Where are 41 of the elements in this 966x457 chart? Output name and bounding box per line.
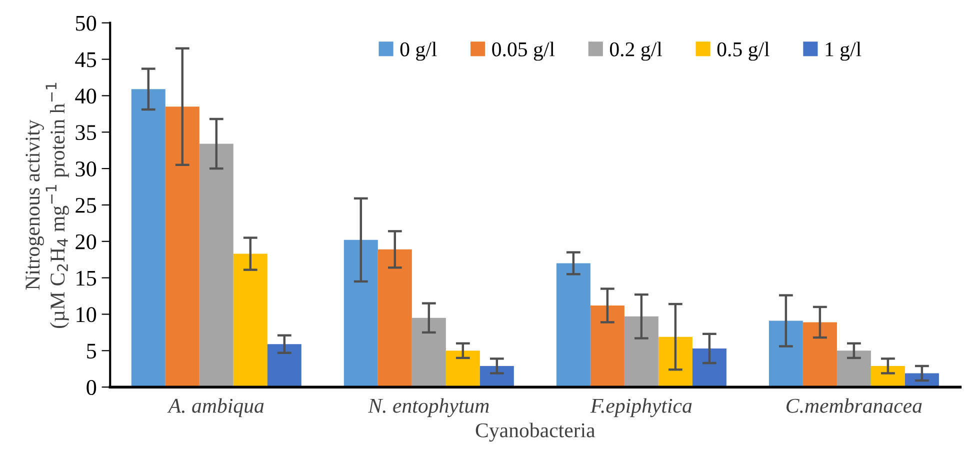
y-tick-label: 45: [75, 52, 96, 68]
bar: [446, 350, 480, 388]
bar: [378, 249, 412, 388]
bar: [233, 254, 268, 388]
bar: [199, 144, 234, 388]
y-tick-label: 25: [76, 198, 96, 213]
bar: [344, 240, 378, 388]
bar: [624, 316, 658, 388]
bar: [870, 366, 905, 388]
y-tick-label: 15: [76, 270, 96, 286]
bar: [590, 305, 624, 388]
y-tick-label: 20: [76, 234, 96, 250]
bar: [412, 318, 446, 388]
bar: [658, 336, 692, 388]
legend-label: 1 g/l: [826, 42, 862, 61]
x-axis-title: Cyanobacteria: [476, 422, 596, 442]
y-tick-label: 5: [87, 344, 96, 359]
x-tick-label: C.membranacea: [786, 398, 922, 413]
bar: [131, 89, 166, 388]
y-tick-label: 50: [76, 16, 96, 31]
x-tick-label: F.epiphytica: [590, 398, 692, 418]
x-tick-label: A. ambiqua: [167, 398, 264, 418]
y-tick-label: 35: [76, 125, 96, 140]
bar: [556, 263, 590, 388]
bar: [836, 350, 871, 388]
bar: [480, 366, 514, 388]
text: Nitrogenous activity (µM C$_{2}$H$_{4}$ mg$^{−1}$ protein h$^{−1}$: [26, 82, 69, 328]
x-tick-label: N. entophytum: [368, 398, 489, 418]
legend-label: 0.5 g/l: [717, 42, 770, 61]
bar: [165, 106, 200, 388]
legend-label: 0.05 g/l: [492, 42, 555, 61]
bar: [768, 320, 803, 388]
y-tick-label: 0: [86, 380, 96, 396]
y-tick-label: 30: [76, 161, 96, 176]
bar: [267, 344, 302, 388]
legend-label: 0 g/l: [400, 42, 437, 61]
bar: [692, 348, 726, 388]
y-tick-label: 10: [76, 307, 96, 322]
y-tick-label: 40: [75, 88, 96, 104]
legend-label: 0.2 g/l: [610, 42, 662, 61]
bar: [802, 322, 837, 388]
